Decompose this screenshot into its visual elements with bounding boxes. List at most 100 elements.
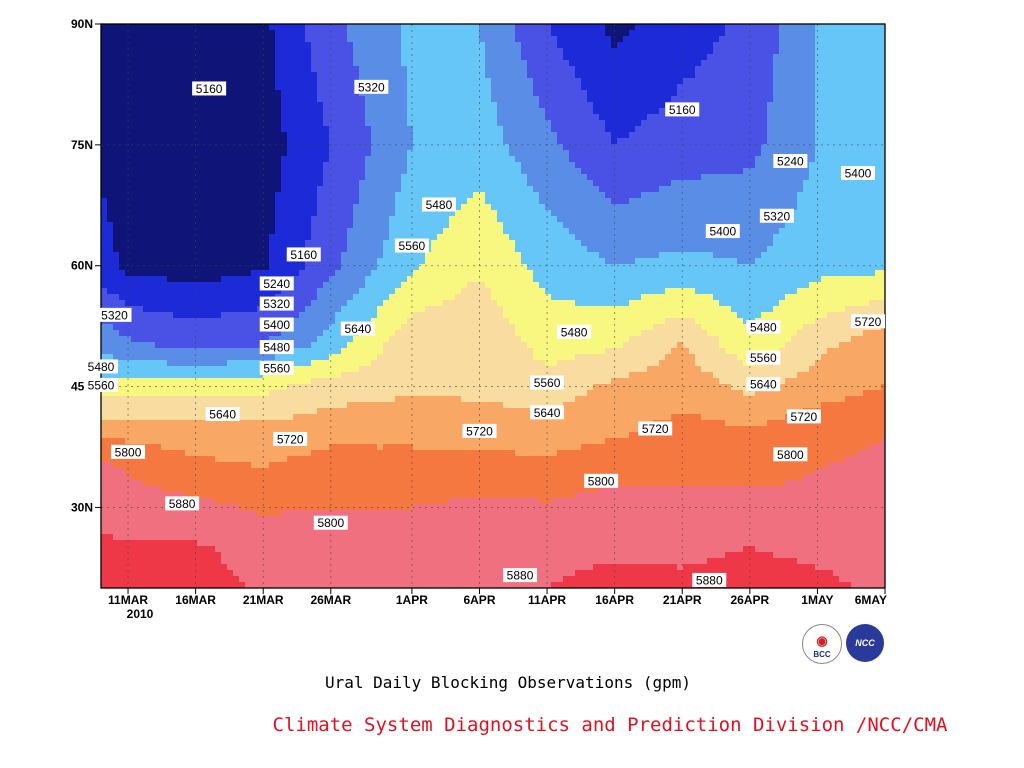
contour-cell	[659, 54, 666, 61]
contour-cell	[179, 72, 186, 79]
contour-cell	[755, 144, 762, 151]
contour-cell	[803, 30, 810, 37]
contour-cell	[803, 24, 810, 31]
contour-cell	[137, 30, 144, 37]
contour-cell	[497, 96, 504, 103]
contour-cell	[641, 66, 648, 73]
contour-cell	[809, 150, 816, 157]
contour-cell	[299, 150, 306, 157]
contour-cell	[269, 24, 276, 31]
contour-cell	[137, 234, 144, 241]
contour-cell	[821, 204, 828, 211]
contour-cell	[143, 24, 150, 31]
contour-cell	[263, 234, 270, 241]
contour-cell	[635, 108, 642, 115]
contour-cell	[383, 234, 390, 241]
contour-cell	[803, 42, 810, 49]
contour-cell	[539, 168, 546, 175]
contour-cell	[323, 150, 330, 157]
contour-cell	[317, 138, 324, 145]
contour-cell	[881, 234, 885, 241]
contour-cell	[725, 120, 732, 127]
contour-cell	[161, 36, 168, 43]
contour-cell	[497, 162, 504, 169]
contour-cell	[473, 36, 480, 43]
contour-cell	[725, 132, 732, 139]
contour-cell	[437, 234, 444, 241]
contour-cell	[179, 132, 186, 139]
contour-cell	[491, 60, 498, 67]
contour-cell	[521, 192, 528, 199]
contour-cell	[227, 228, 234, 235]
contour-cell	[137, 156, 144, 163]
contour-cell	[365, 228, 372, 235]
contour-cell	[653, 156, 660, 163]
contour-cell	[659, 102, 666, 109]
contour-cell	[593, 30, 600, 37]
contour-cell	[587, 30, 594, 37]
contour-cell	[503, 126, 510, 133]
contour-cell	[683, 114, 690, 121]
contour-cell	[767, 48, 774, 55]
contour-cell	[617, 144, 624, 151]
contour-cell	[461, 234, 468, 241]
contour-cell	[395, 108, 402, 115]
contour-cell	[269, 168, 276, 175]
contour-cell	[881, 42, 885, 49]
contour-cell	[737, 102, 744, 109]
contour-cell	[599, 222, 606, 229]
contour-cell	[179, 108, 186, 115]
contour-cell	[833, 84, 840, 91]
contour-cell	[755, 198, 762, 205]
contour-cell	[527, 186, 534, 193]
contour-cell	[353, 210, 360, 217]
contour-cell	[623, 132, 630, 139]
contour-cell	[239, 216, 246, 223]
contour-cell	[689, 246, 696, 253]
contour-cell	[671, 246, 678, 253]
contour-cell	[779, 84, 786, 91]
contour-cell	[869, 120, 876, 127]
contour-cell	[101, 198, 108, 205]
contour-cell	[365, 210, 372, 217]
contour-cell	[821, 72, 828, 79]
contour-cell	[191, 78, 198, 85]
contour-cell	[383, 114, 390, 121]
contour-cell	[515, 240, 522, 247]
contour-cell	[107, 144, 114, 151]
contour-cell	[371, 174, 378, 181]
contour-cell	[737, 174, 744, 181]
contour-cell	[881, 228, 885, 235]
contour-cell	[791, 60, 798, 67]
contour-cell	[701, 102, 708, 109]
contour-cell	[281, 36, 288, 43]
contour-cell	[671, 90, 678, 97]
contour-cell	[413, 234, 420, 241]
contour-cell	[227, 156, 234, 163]
contour-cell	[377, 162, 384, 169]
contour-cell	[503, 150, 510, 157]
contour-cell	[311, 180, 318, 187]
contour-cell	[473, 114, 480, 121]
contour-cell	[335, 204, 342, 211]
contour-cell	[119, 108, 126, 115]
contour-cell	[443, 150, 450, 157]
contour-cell	[227, 162, 234, 169]
contour-cell	[857, 198, 864, 205]
contour-cell	[161, 234, 168, 241]
contour-cell	[617, 60, 624, 67]
contour-cell	[647, 90, 654, 97]
contour-cell	[131, 54, 138, 61]
contour-cell	[725, 180, 732, 187]
contour-cell	[359, 96, 366, 103]
contour-cell	[803, 228, 810, 235]
contour-cell	[479, 138, 486, 145]
contour-cell	[431, 108, 438, 115]
contour-cell	[617, 120, 624, 127]
contour-cell	[761, 42, 768, 49]
contour-cell	[401, 150, 408, 157]
contour-cell	[569, 222, 576, 229]
contour-cell	[455, 162, 462, 169]
contour-cell	[659, 24, 666, 31]
contour-cell	[779, 132, 786, 139]
